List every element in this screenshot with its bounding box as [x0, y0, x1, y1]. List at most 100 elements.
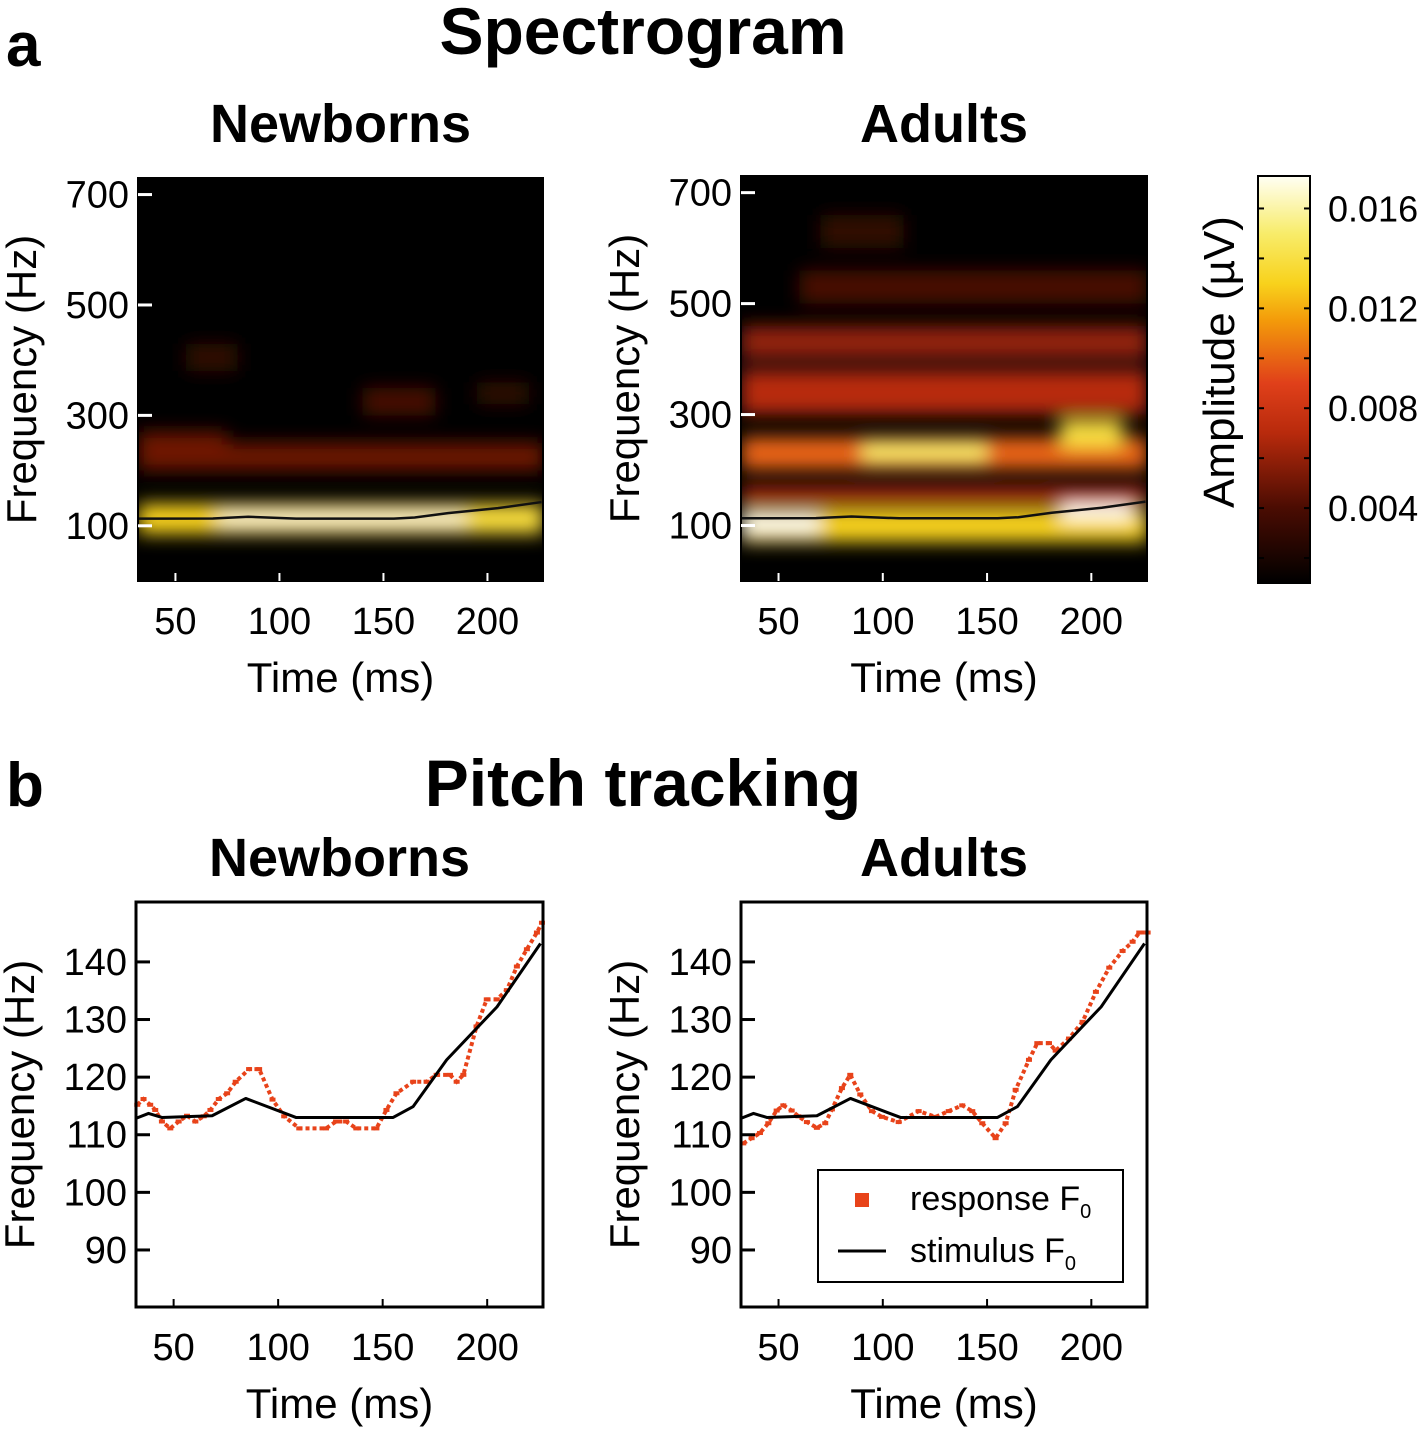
x-tick-label: 200 — [456, 601, 519, 643]
panel-letter-b: b — [6, 751, 44, 820]
heatmap-band — [477, 382, 530, 405]
plot-pitch-newborns: Newborns 50 100 150 200 90 100 110 120 130 140 Time… — [0, 828, 545, 1427]
response-f0-marker — [959, 1103, 966, 1108]
y-axis-label: Frequency (Hz) — [0, 960, 43, 1249]
plot-spec-adults: Adults 50 100 150 200 100 300 500 700 Time (ms) Fr… — [601, 94, 1148, 701]
response-f0-marker — [1092, 989, 1099, 994]
colorbar-label: Amplitude (µV) — [1195, 216, 1244, 508]
response-f0-marker — [207, 1107, 214, 1112]
heatmap-band — [820, 214, 904, 249]
y-tick-label: 140 — [669, 942, 732, 984]
heatmap-cells — [138, 343, 543, 535]
y-tick-label: 100 — [66, 506, 129, 548]
response-f0-marker — [878, 1114, 885, 1119]
x-tick-label: 150 — [955, 1327, 1018, 1369]
response-f0-marker — [915, 1109, 922, 1114]
heatmap-band — [138, 431, 228, 449]
y-tick-label: 110 — [66, 1115, 127, 1157]
x-tick-label: 150 — [955, 601, 1018, 643]
y-tick-label: 100 — [669, 1172, 732, 1214]
response-f0-marker — [838, 1086, 845, 1091]
response-f0-marker — [857, 1092, 864, 1097]
y-axis-label: Frequency (Hz) — [601, 960, 648, 1249]
response-f0-marker — [1012, 1087, 1019, 1092]
response-f0-marker — [945, 1109, 952, 1114]
x-tick-label: 100 — [248, 601, 311, 643]
x-tick-label: 50 — [154, 601, 196, 643]
response-f0-marker — [152, 1107, 159, 1112]
response-f0-marker — [1034, 1041, 1041, 1046]
legend-label: response F0 — [910, 1180, 1091, 1223]
x-axis-label: Time (ms) — [850, 1380, 1037, 1427]
response-f0-marker — [383, 1107, 390, 1112]
heatmap-cells — [741, 214, 1147, 543]
response-f0-marker — [296, 1126, 303, 1131]
legend-label: stimulus F0 — [910, 1232, 1076, 1275]
plot-title: Newborns — [209, 828, 470, 888]
legend-label-text: stimulus F — [910, 1232, 1065, 1270]
colorbar-gradient — [1257, 175, 1311, 584]
response-f0-marker — [140, 1097, 147, 1102]
y-tick-label: 300 — [669, 395, 732, 437]
response-f0-marker — [373, 1126, 380, 1131]
response-f0-marker — [1136, 930, 1143, 935]
x-tick-label: 150 — [352, 601, 415, 643]
plot-title: Adults — [860, 94, 1028, 154]
y-tick-label: 120 — [64, 1057, 127, 1099]
x-axis-label: Time (ms) — [246, 1380, 433, 1427]
y-tick-label: 500 — [66, 285, 129, 327]
colorbar-tick-label: 0.008 — [1328, 388, 1418, 429]
plot-frame — [739, 900, 1149, 1309]
response-f0-marker — [393, 1091, 400, 1096]
y-tick-label: 500 — [669, 284, 732, 326]
response-f0-marker — [1052, 1048, 1059, 1053]
stimulus-f0-line — [136, 942, 542, 1120]
response-f0-marker — [969, 1109, 976, 1114]
panel-letter-a: a — [6, 11, 41, 80]
response-f0-marker — [992, 1136, 999, 1141]
y-tick-label: 100 — [669, 506, 732, 548]
response-f0-marker — [740, 1141, 747, 1146]
response-f0-marker — [453, 1079, 460, 1084]
colorbar-tick-label: 0.016 — [1328, 188, 1418, 229]
heatmap-band — [741, 370, 1147, 415]
response-f0-marker — [803, 1120, 810, 1125]
response-f0-marker — [1025, 1057, 1032, 1062]
response-f0-marker — [246, 1067, 253, 1072]
colorbar-tick-label: 0.004 — [1328, 488, 1418, 529]
plot-title: Adults — [860, 828, 1028, 888]
y-tick-label: 130 — [64, 1000, 127, 1042]
x-tick-label: 150 — [351, 1327, 414, 1369]
y-axis-label: Frequency (Hz) — [601, 234, 648, 523]
response-f0-marker — [192, 1119, 199, 1124]
section-title-pitch-tracking: Pitch tracking — [425, 746, 861, 820]
response-f0-marker — [868, 1109, 875, 1114]
response-f0-marker — [1079, 1019, 1086, 1024]
y-tick-label: 300 — [66, 395, 129, 437]
plot-frame — [137, 177, 544, 582]
response-f0-marker — [493, 997, 500, 1002]
response-f0-marker — [979, 1121, 986, 1126]
heatmap-band — [861, 442, 988, 462]
legend-marker-response — [855, 1193, 869, 1207]
response-f0-marker — [323, 1126, 330, 1131]
y-tick-label: 130 — [669, 1000, 732, 1042]
response-f0-marker — [343, 1119, 350, 1124]
heatmap-band — [466, 509, 543, 529]
x-tick-label: 50 — [757, 1327, 799, 1369]
y-tick-label: 100 — [64, 1172, 127, 1214]
x-tick-label: 50 — [757, 601, 799, 643]
plot-title: Newborns — [210, 94, 471, 154]
colorbar-tick-label: 0.012 — [1328, 288, 1418, 329]
y-tick-label: 700 — [66, 175, 129, 217]
response-f0-marker — [788, 1108, 795, 1113]
response-f0-trace — [742, 930, 1148, 1146]
plot-spec-newborns: Newborns 50 100 150 200 100 300 500 700 Time (ms)… — [0, 94, 544, 701]
y-tick-label: 110 — [671, 1115, 732, 1157]
response-f0-marker — [333, 1119, 340, 1124]
response-f0-marker — [748, 1136, 755, 1141]
x-tick-label: 100 — [851, 601, 914, 643]
response-f0-marker — [1002, 1121, 1009, 1126]
heatmap-band — [741, 486, 1147, 504]
